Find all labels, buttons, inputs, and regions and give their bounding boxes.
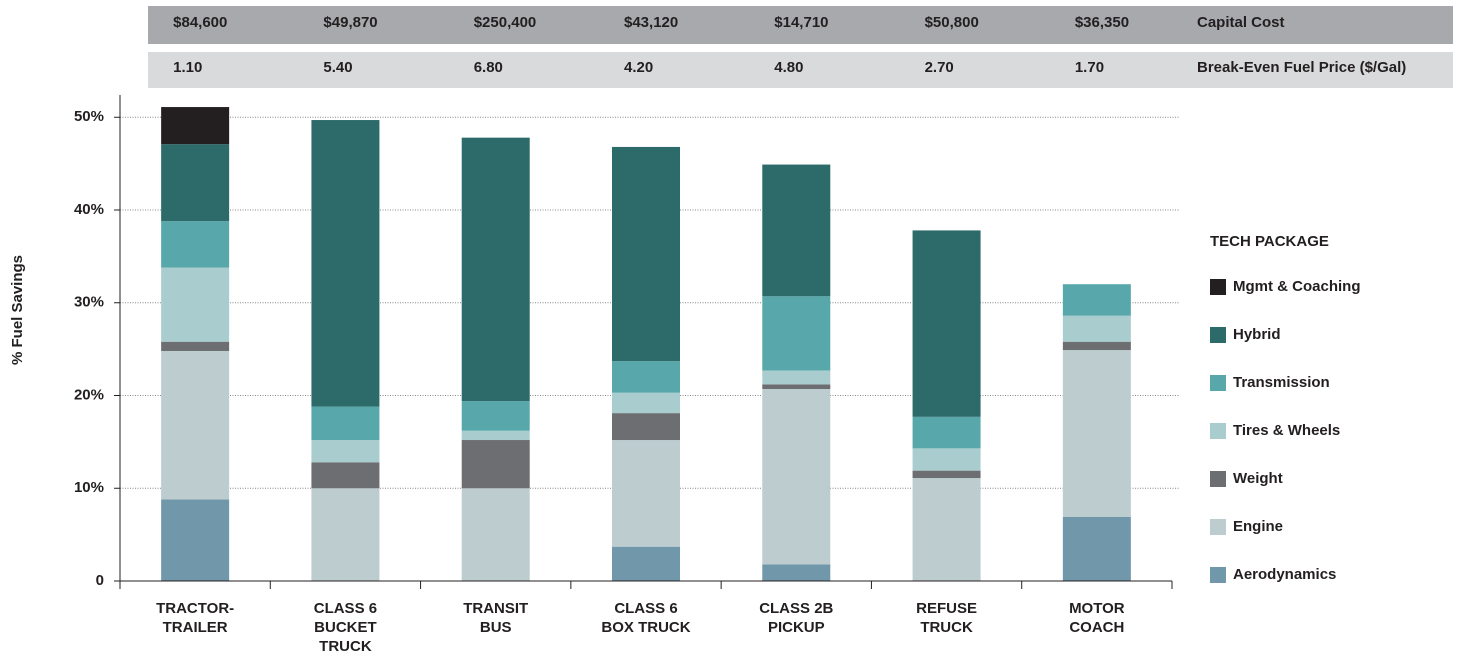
x-tick-label: MOTOR COACH [1069, 600, 1125, 636]
bar-segment [762, 296, 831, 371]
bar-segment [762, 384, 831, 390]
legend-label: Transmission [1233, 374, 1330, 391]
y-tick-label: 30% [74, 294, 104, 311]
bar-segment [1062, 341, 1131, 351]
legend-label: Weight [1233, 470, 1283, 487]
bar-segment [1062, 350, 1131, 518]
table-cell: 4.20 [624, 59, 653, 76]
table-cell: $250,400 [474, 14, 537, 31]
y-tick-label: 0 [96, 572, 104, 589]
bar-segment [912, 230, 981, 417]
legend-swatch [1210, 375, 1226, 391]
table-cell: $14,710 [774, 14, 828, 31]
table-row-label: Capital Cost [1197, 14, 1285, 31]
bar-segment [461, 401, 530, 431]
bar-segment [461, 430, 530, 441]
table-cell: 1.10 [173, 59, 202, 76]
bar-segment [311, 462, 380, 489]
bar-segment [762, 164, 831, 297]
legend-swatch [1210, 471, 1226, 487]
y-axis-label: % Fuel Savings [9, 255, 26, 365]
bar-segment [161, 341, 230, 351]
bar-segment [161, 144, 230, 222]
y-tick-label: 20% [74, 386, 104, 403]
x-tick-label: TRACTOR-TRAILER [156, 600, 234, 636]
table-cell: 2.70 [925, 59, 954, 76]
x-tick-label: CLASS 6 BOX TRUCK [601, 600, 690, 636]
table-cell: $84,600 [173, 14, 227, 31]
bar-segment [161, 499, 230, 581]
bar-segment [161, 107, 230, 145]
bar-segment [461, 137, 530, 402]
table-row-label: Break-Even Fuel Price ($/Gal) [1197, 59, 1406, 76]
legend-swatch [1210, 567, 1226, 583]
bar-segment [612, 413, 680, 441]
legend-swatch [1210, 519, 1226, 535]
bar-segment [1062, 315, 1131, 342]
bar-segment [612, 546, 680, 581]
table-cell: 4.80 [774, 59, 803, 76]
table-cell: $36,350 [1075, 14, 1129, 31]
bar-segment [762, 564, 831, 581]
bar-segment [912, 416, 981, 449]
bar-segment [161, 350, 230, 500]
bar-segment [612, 392, 680, 414]
x-tick-label: CLASS 6 BUCKET TRUCK [314, 600, 377, 655]
table-cell: $49,870 [323, 14, 377, 31]
bar-segment [311, 406, 380, 441]
table-row-band [148, 6, 1453, 44]
legend-label: Engine [1233, 518, 1283, 535]
legend-title: TECH PACKAGE [1210, 233, 1329, 250]
bar-segment [161, 267, 230, 342]
bar-segment [461, 488, 530, 581]
bar-segment [311, 120, 380, 407]
legend-swatch [1210, 279, 1226, 295]
bar-segment [1062, 517, 1131, 581]
bar-segment [912, 478, 981, 581]
legend-swatch [1210, 327, 1226, 343]
bar-segment [461, 440, 530, 489]
bar-segment [912, 470, 981, 479]
x-tick-label: CLASS 2B PICKUP [759, 600, 833, 636]
bar-segment [161, 221, 230, 268]
bar-segment [762, 389, 831, 565]
legend-label: Aerodynamics [1233, 566, 1336, 583]
y-tick-label: 50% [74, 108, 104, 125]
table-cell: 5.40 [323, 59, 352, 76]
legend-label: Mgmt & Coaching [1233, 278, 1361, 295]
bar-segment [612, 146, 680, 362]
y-tick-label: 40% [74, 201, 104, 218]
bar-segment [912, 448, 981, 471]
bar-segment [612, 361, 680, 393]
table-cell: $43,120 [624, 14, 678, 31]
legend-label: Tires & Wheels [1233, 422, 1340, 439]
table-row-band [148, 52, 1453, 88]
bar-segment [311, 488, 380, 581]
table-cell: 6.80 [474, 59, 503, 76]
bar-segment [311, 440, 380, 463]
bar-segment [612, 440, 680, 547]
x-tick-label: REFUSE TRUCK [916, 600, 977, 636]
table-cell: $50,800 [925, 14, 979, 31]
y-tick-label: 10% [74, 479, 104, 496]
bar-segment [1062, 284, 1131, 316]
bar-segment [762, 370, 831, 385]
x-tick-label: TRANSIT BUS [463, 600, 528, 636]
table-cell: 1.70 [1075, 59, 1104, 76]
legend-swatch [1210, 423, 1226, 439]
legend-label: Hybrid [1233, 326, 1281, 343]
